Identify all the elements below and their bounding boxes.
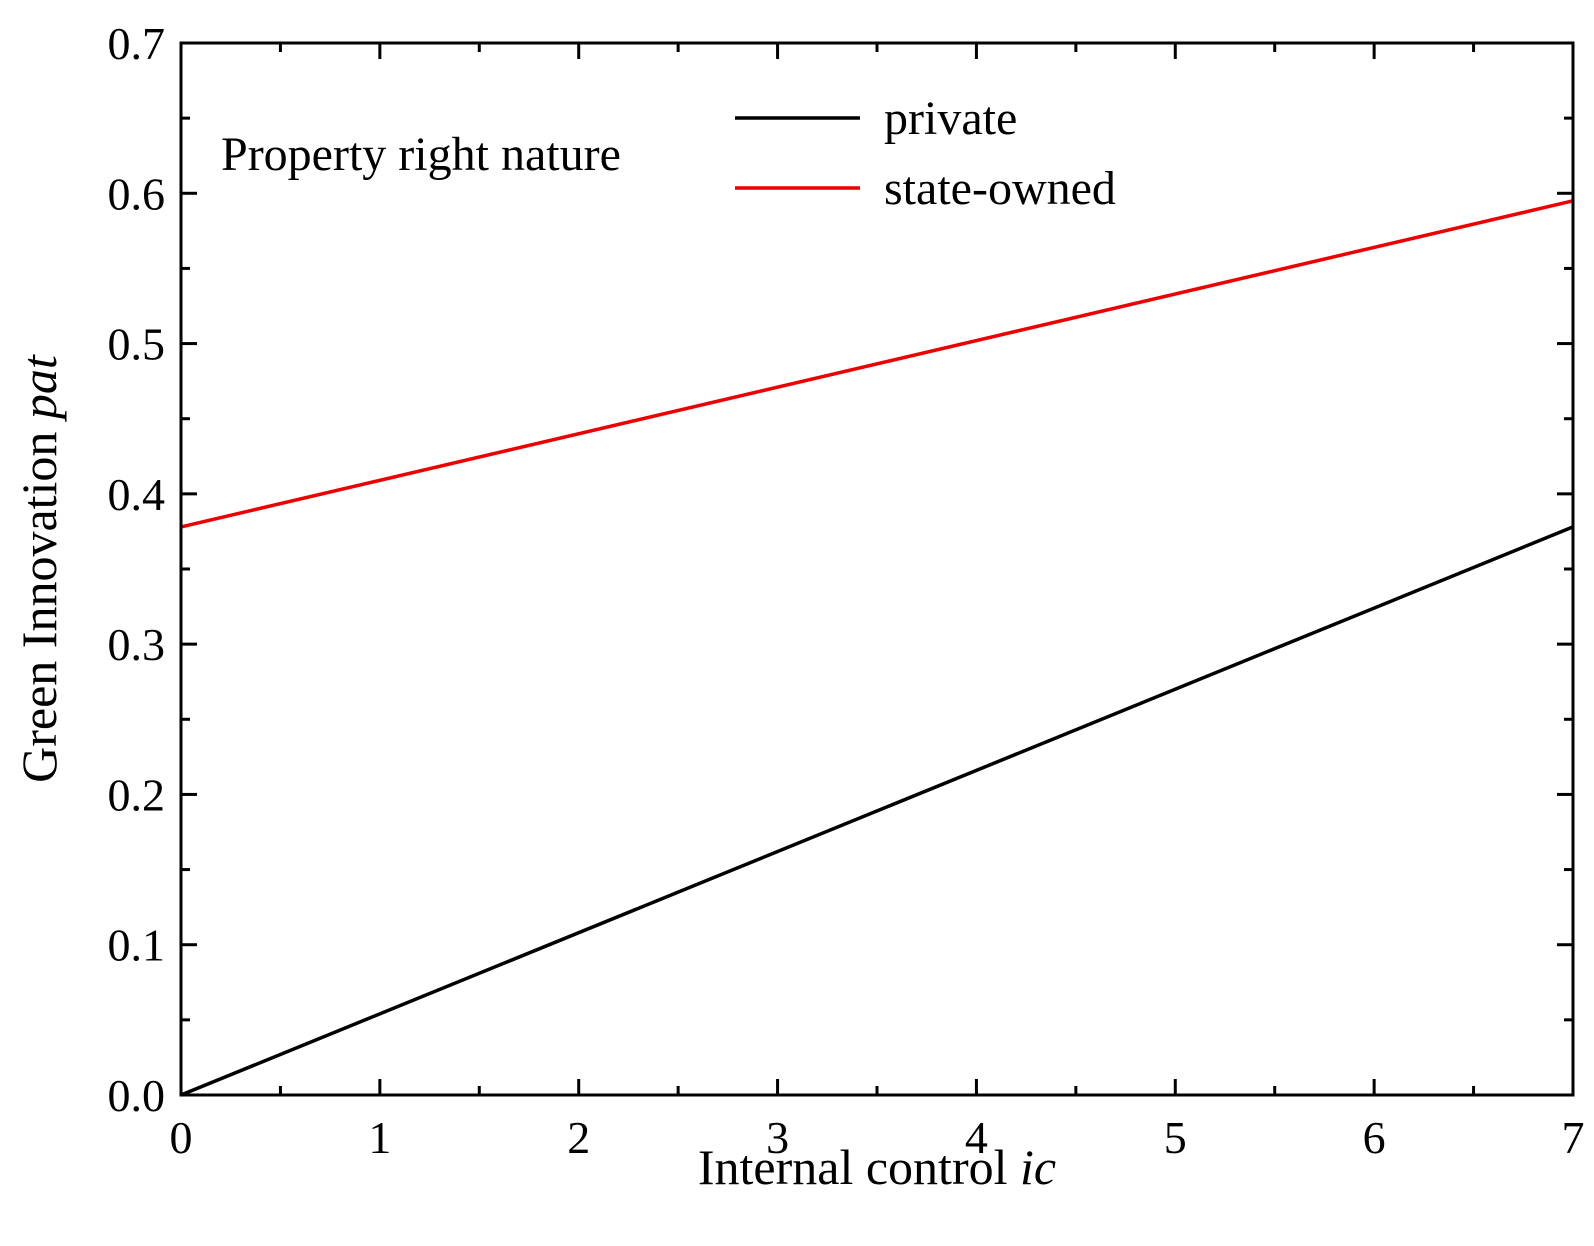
legend: private state-owned (735, 92, 1116, 215)
x-tick-label: 4 (965, 1112, 988, 1163)
x-tick-label: 0 (170, 1112, 193, 1163)
x-axis-label: Internal control ic (698, 1139, 1056, 1195)
legend-label-state-owned: state-owned (884, 162, 1116, 215)
series-line-state-owned (180, 199, 1574, 529)
x-tick-label: 2 (567, 1112, 590, 1163)
y-tick-label: 0.7 (108, 18, 166, 69)
series-lines (180, 199, 1574, 1097)
y-tick-label: 0.5 (108, 319, 166, 370)
y-tick-label: 0.4 (108, 469, 166, 520)
y-tick-label: 0.3 (108, 619, 166, 670)
legend-label-private: private (884, 92, 1017, 145)
tick-labels: 0 1 2 3 4 5 6 7 0.0 0.1 0.2 0.3 0.4 0.5 0.6 0.7 (108, 18, 1585, 1163)
y-tick-label: 0.6 (108, 168, 166, 219)
y-tick-label: 0.1 (108, 920, 166, 971)
legend-title: Property right nature (221, 128, 621, 181)
y-axis-label: Green Innovation pat (11, 354, 67, 783)
y-tick-label: 0.0 (108, 1070, 166, 1121)
x-tick-label: 1 (368, 1112, 391, 1163)
y-tick-label: 0.2 (108, 769, 166, 820)
plot-frame (179, 41, 1575, 1097)
x-tick-label: 5 (1164, 1112, 1187, 1163)
series-line-private (180, 525, 1574, 1097)
axis-ticks (179, 41, 1575, 1097)
x-tick-label: 3 (766, 1112, 789, 1163)
x-tick-label: 6 (1363, 1112, 1386, 1163)
x-tick-label: 7 (1562, 1112, 1585, 1163)
